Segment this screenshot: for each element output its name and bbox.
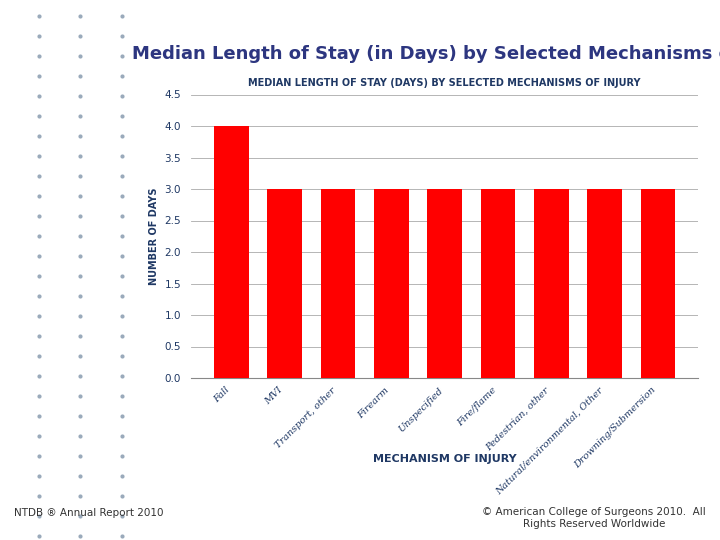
Bar xyxy=(267,189,302,378)
Bar xyxy=(214,126,248,378)
Bar xyxy=(641,189,675,378)
Text: Median Length of Stay (in Days) by Selected Mechanisms of Injury: Median Length of Stay (in Days) by Selec… xyxy=(132,45,720,63)
Y-axis label: NUMBER OF DAYS: NUMBER OF DAYS xyxy=(149,187,159,285)
Bar xyxy=(374,189,408,378)
Bar xyxy=(534,189,569,378)
Text: © American College of Surgeons 2010.  All
Rights Reserved Worldwide: © American College of Surgeons 2010. All… xyxy=(482,508,706,529)
Text: NTDB ® Annual Report 2010: NTDB ® Annual Report 2010 xyxy=(14,508,164,518)
Text: MECHANISM OF INJURY: MECHANISM OF INJURY xyxy=(373,454,516,464)
Text: Figure
33: Figure 33 xyxy=(43,39,79,61)
Title: MEDIAN LENGTH OF STAY (DAYS) BY SELECTED MECHANISMS OF INJURY: MEDIAN LENGTH OF STAY (DAYS) BY SELECTED… xyxy=(248,78,641,88)
Bar xyxy=(427,189,462,378)
Bar xyxy=(588,189,622,378)
Bar xyxy=(481,189,516,378)
Bar xyxy=(320,189,355,378)
